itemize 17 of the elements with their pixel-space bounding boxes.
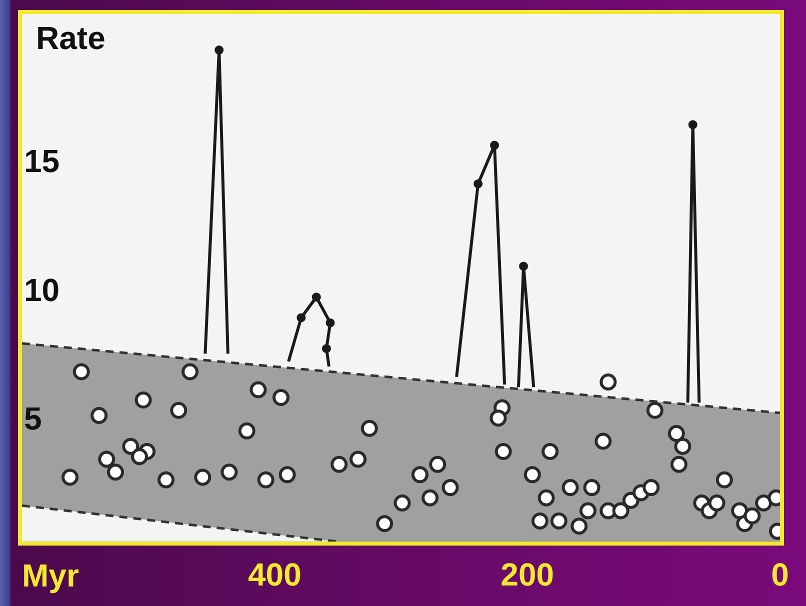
x-axis-title: Myr [22,557,79,594]
y-tick-label: 5 [24,400,42,436]
x-tick-label: 400 [248,556,302,593]
point [312,292,321,302]
y-tick-label: 10 [24,272,60,308]
point [474,179,483,188]
point [688,120,698,130]
point [322,344,331,354]
point [214,46,224,55]
y-tick-label: 15 [24,143,60,180]
point [519,262,528,271]
point [326,318,335,328]
x-tick-label: 200 [500,556,554,593]
point [296,313,306,322]
x-tick-label: 0 [771,556,789,593]
point [490,140,499,150]
y-axis-title: Rate [36,20,106,56]
